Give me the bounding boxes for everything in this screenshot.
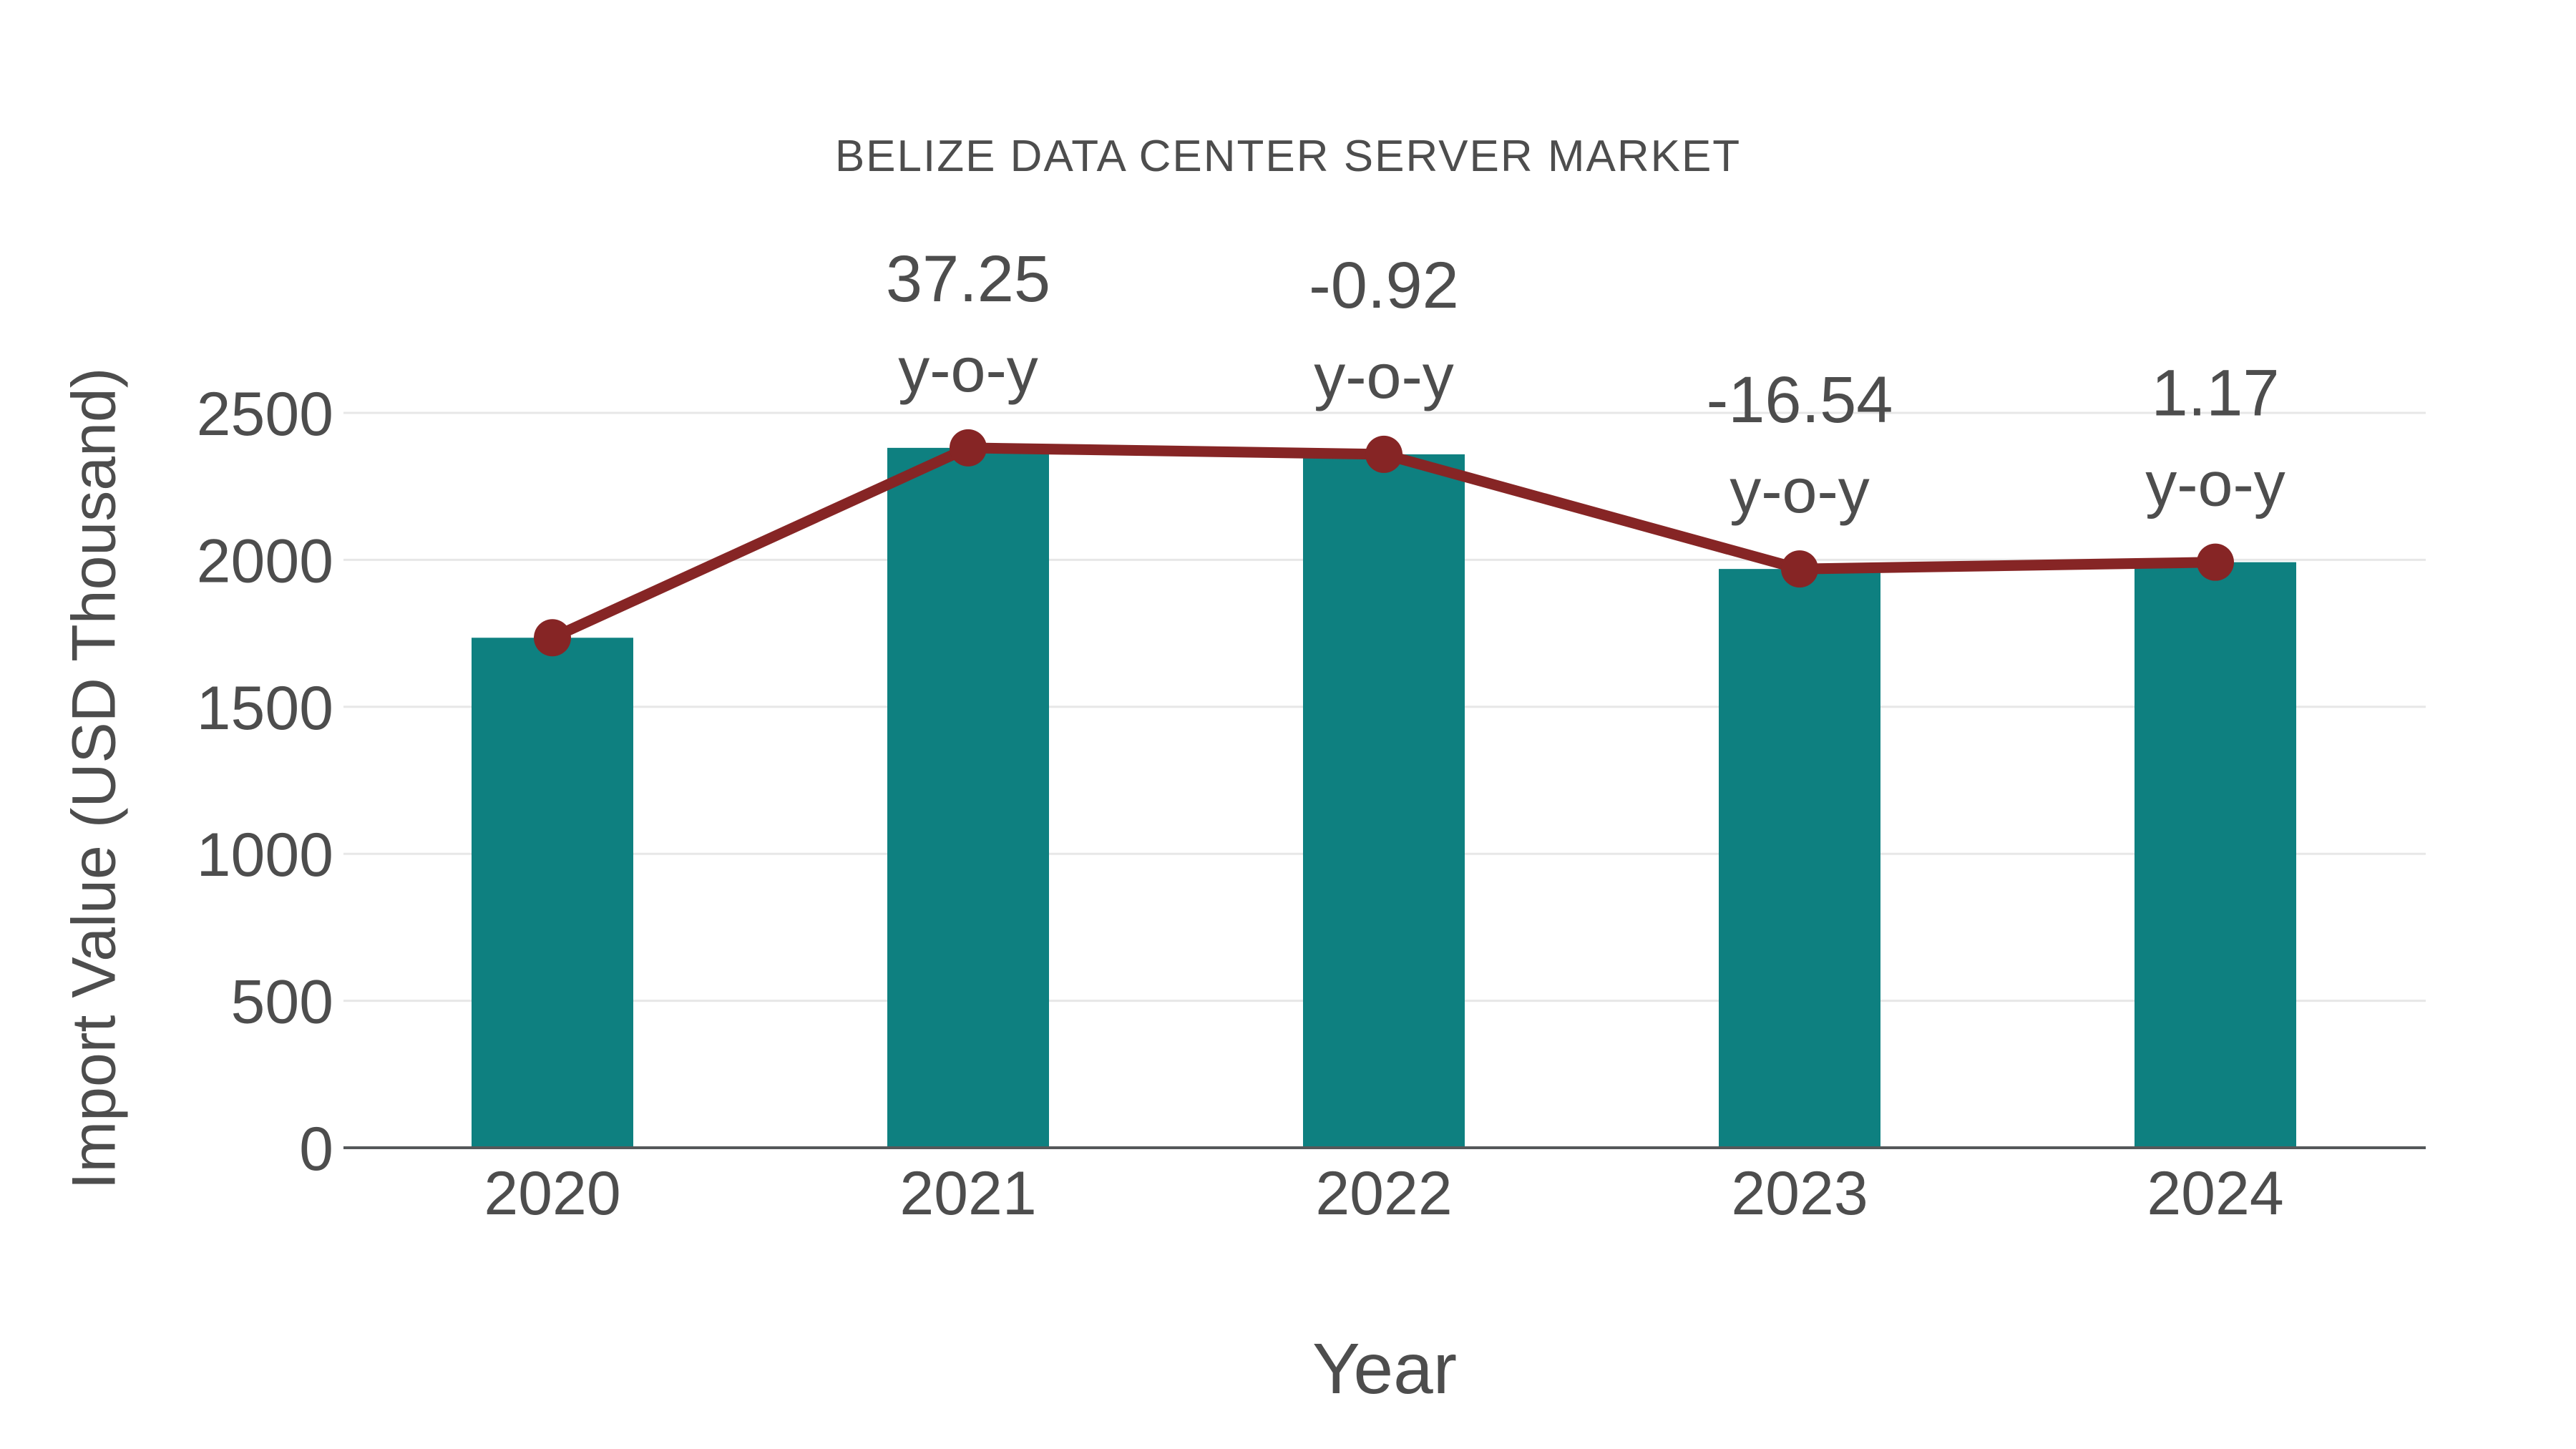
y-tick-label-1500: 1500 — [197, 674, 333, 743]
annotation-value-2022: -0.92 — [1309, 249, 1459, 322]
annotation-yoy-2022: y-o-y — [1314, 341, 1454, 411]
annotation-value-2021: 37.25 — [886, 243, 1050, 316]
x-tick-label-2020: 2020 — [484, 1159, 620, 1228]
x-tick-label-2023: 2023 — [1731, 1159, 1868, 1228]
y-tick-label-500: 500 — [231, 968, 334, 1037]
marker-2023 — [1781, 550, 1818, 588]
x-tick-label-2021: 2021 — [899, 1159, 1036, 1228]
annotation-yoy-2021: y-o-y — [898, 334, 1038, 405]
annotation-value-2023: -16.54 — [1707, 364, 1893, 436]
chart-title: BELIZE DATA CENTER SERVER MARKET — [834, 132, 1742, 181]
annotation-yoy-2024: y-o-y — [2145, 449, 2285, 519]
y-tick-label-0: 0 — [299, 1115, 333, 1184]
marker-2022 — [1365, 435, 1402, 473]
bar-2024 — [2135, 562, 2296, 1148]
bar-2022 — [1303, 454, 1465, 1148]
bar-2021 — [887, 447, 1049, 1148]
marker-2024 — [2197, 543, 2234, 581]
y-tick-label-2500: 2500 — [197, 380, 333, 449]
bar-2020 — [472, 638, 633, 1148]
annotation-yoy-2023: y-o-y — [1729, 455, 1870, 526]
bar-2023 — [1719, 569, 1880, 1148]
y-tick-label-1000: 1000 — [197, 821, 333, 889]
x-axis-title: Year — [1312, 1329, 1458, 1409]
annotation-value-2024: 1.17 — [2151, 357, 2279, 430]
marker-2020 — [534, 619, 571, 657]
y-tick-label-2000: 2000 — [197, 527, 333, 595]
x-tick-label-2022: 2022 — [1315, 1159, 1452, 1228]
x-tick-label-2024: 2024 — [2147, 1159, 2283, 1228]
marker-2021 — [950, 429, 987, 467]
